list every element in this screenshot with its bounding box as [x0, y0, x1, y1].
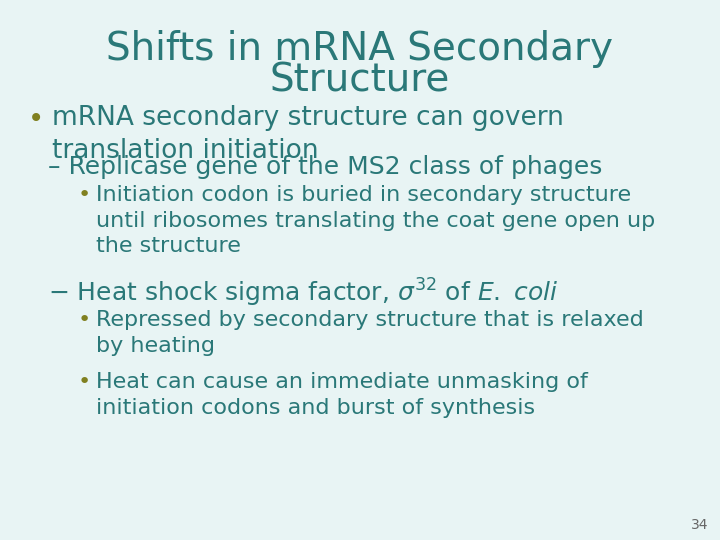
- Text: $-$ Heat shock sigma factor, $\sigma^{32}$ of $\it{E.\ coli}$: $-$ Heat shock sigma factor, $\sigma^{32…: [48, 277, 559, 309]
- Text: Heat can cause an immediate unmasking of
initiation codons and burst of synthesi: Heat can cause an immediate unmasking of…: [96, 372, 588, 417]
- Text: Repressed by secondary structure that is relaxed
by heating: Repressed by secondary structure that is…: [96, 310, 644, 356]
- Text: mRNA secondary structure can govern
translation initiation: mRNA secondary structure can govern tran…: [52, 105, 564, 164]
- Text: •: •: [78, 372, 91, 392]
- Text: •: •: [78, 185, 91, 205]
- Text: Structure: Structure: [270, 62, 450, 100]
- Text: Initiation codon is buried in secondary structure
until ribosomes translating th: Initiation codon is buried in secondary …: [96, 185, 655, 256]
- Text: 34: 34: [690, 518, 708, 532]
- Text: •: •: [78, 310, 91, 330]
- Text: Shifts in mRNA Secondary: Shifts in mRNA Secondary: [107, 30, 613, 68]
- Text: – Replicase gene of the MS2 class of phages: – Replicase gene of the MS2 class of pha…: [48, 155, 603, 179]
- Text: •: •: [28, 105, 44, 133]
